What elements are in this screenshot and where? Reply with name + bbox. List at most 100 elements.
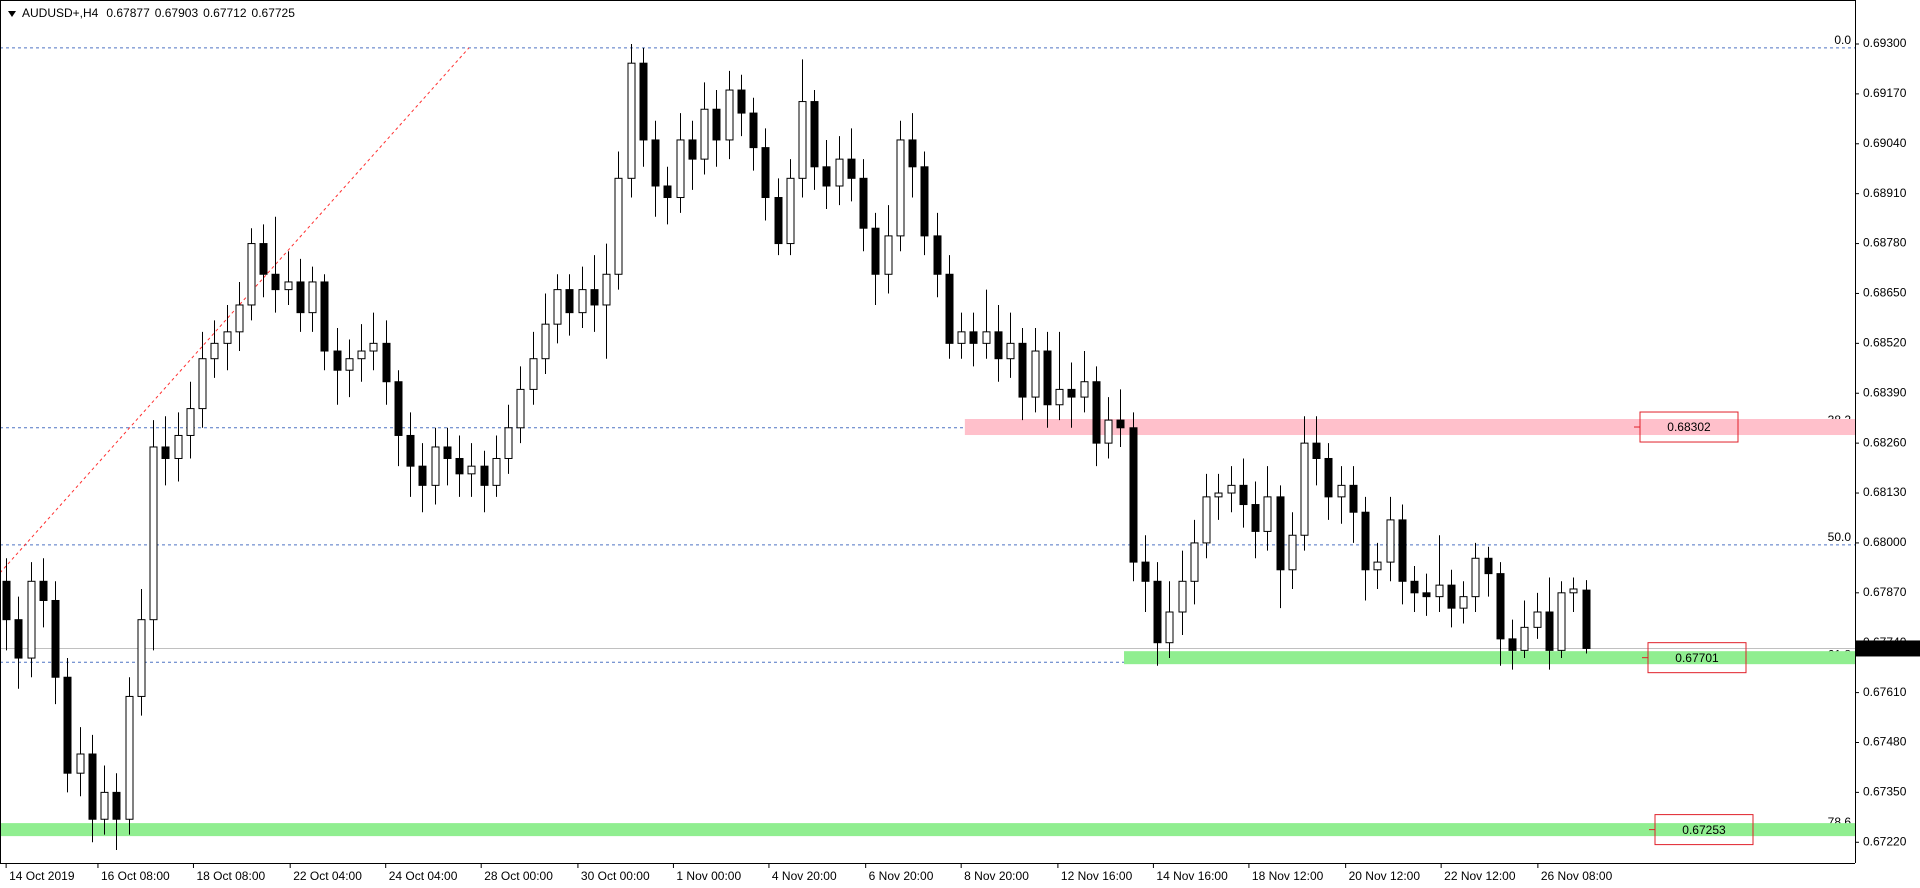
x-tick-label: 12 Nov 16:00: [1061, 869, 1133, 883]
candle-body: [1190, 542, 1199, 582]
y-tick-label: 0.67610: [1863, 685, 1907, 699]
candle-body: [1508, 638, 1517, 651]
candle-body: [565, 289, 574, 314]
candle-body: [1361, 511, 1370, 571]
candle-body: [688, 139, 697, 160]
candle-body: [284, 281, 293, 291]
candle-body: [357, 350, 366, 360]
candle-body: [933, 235, 942, 275]
zone-label-box: [1647, 642, 1747, 674]
y-tick-label: 0.68780: [1863, 236, 1907, 250]
candle-body: [1104, 419, 1113, 444]
candle-body: [627, 62, 636, 179]
candle-body: [1459, 596, 1468, 609]
candle-body: [112, 791, 121, 820]
candle-body: [308, 281, 317, 314]
candle-body: [982, 331, 991, 344]
candle-body: [896, 139, 905, 237]
candle-body: [957, 331, 966, 344]
candle-body: [516, 388, 525, 429]
candle-body: [590, 289, 599, 306]
candle-body: [1312, 442, 1321, 459]
menu-arrow: [8, 11, 16, 17]
candle-body: [345, 358, 354, 371]
candle-body: [871, 227, 880, 275]
candle-body: [1263, 496, 1272, 532]
x-tick-label: 20 Nov 12:00: [1349, 869, 1421, 883]
candle-body: [835, 158, 844, 187]
candle-body: [1386, 519, 1395, 563]
candle-body: [945, 273, 954, 344]
candle-body: [749, 112, 758, 149]
candle-body: [467, 465, 476, 475]
candle-body: [529, 358, 538, 390]
x-tick-label: 22 Oct 04:00: [293, 869, 362, 883]
candle-body: [320, 281, 329, 352]
fib-label: 50.0: [1828, 530, 1852, 544]
x-tick-label: 18 Oct 08:00: [196, 869, 265, 883]
candle-body: [1300, 442, 1309, 536]
candle-body: [1533, 611, 1542, 628]
candle-body: [382, 342, 391, 383]
candle-body: [725, 89, 734, 141]
x-tick-label: 30 Oct 00:00: [581, 869, 650, 883]
candle-body: [1276, 496, 1285, 571]
candle-body: [786, 177, 795, 245]
candle-body: [1349, 484, 1358, 513]
candle-body: [1484, 557, 1493, 575]
candle-body: [1251, 504, 1260, 532]
candle-body: [125, 695, 134, 820]
candle-body: [333, 350, 342, 371]
candle-body: [1227, 484, 1236, 494]
x-tick-label: 22 Nov 12:00: [1444, 869, 1516, 883]
x-tick-label: 8 Nov 20:00: [964, 869, 1029, 883]
candle-body: [1006, 342, 1015, 360]
candle-body: [1447, 584, 1456, 609]
y-tick-label: 0.67480: [1863, 735, 1907, 749]
candle-body: [88, 753, 97, 820]
candle-body: [1214, 492, 1223, 498]
candle-body: [137, 619, 146, 697]
candle-body: [210, 342, 219, 360]
y-tick-label: 0.67870: [1863, 585, 1907, 599]
candle-body: [1031, 350, 1040, 398]
candle-body: [431, 446, 440, 486]
candle-body: [394, 381, 403, 436]
candle-body: [14, 619, 23, 659]
candle-body: [1178, 580, 1187, 613]
candle-body: [247, 243, 256, 306]
candle-body: [76, 753, 85, 774]
candle-body: [1129, 427, 1138, 563]
candle-body: [271, 273, 280, 291]
candle-body: [1141, 561, 1150, 582]
candle-body: [1202, 496, 1211, 544]
fib-label: 0.0: [1834, 33, 1851, 47]
candle-body: [1337, 484, 1346, 498]
y-tick-label: 0.69300: [1863, 36, 1907, 50]
symbol: AUDUSD+,H4: [22, 6, 99, 20]
candle-body: [1557, 592, 1566, 651]
candle-body: [663, 185, 672, 199]
candle-body: [651, 139, 660, 187]
candle-body: [296, 281, 305, 314]
candle-body: [161, 446, 170, 459]
x-tick-label: 4 Nov 20:00: [772, 869, 837, 883]
y-tick-label: 0.68000: [1863, 535, 1907, 549]
candle-body: [235, 304, 244, 333]
candle-body: [63, 676, 72, 774]
candle-body: [369, 342, 378, 352]
zone-label-box: [1654, 814, 1754, 846]
candle-body: [186, 408, 195, 436]
close: 0.67725: [252, 6, 296, 20]
price-tag: [1856, 640, 1920, 657]
candle-body: [1165, 611, 1174, 644]
candle-body: [676, 139, 685, 199]
candle-body: [1422, 592, 1431, 598]
candle-body: [1410, 580, 1419, 594]
candle-body: [51, 599, 60, 678]
candle-body: [1055, 388, 1064, 406]
candle-body: [859, 177, 868, 229]
candle-body: [223, 331, 232, 344]
zone: [1124, 651, 1855, 665]
candle-body: [847, 158, 856, 179]
